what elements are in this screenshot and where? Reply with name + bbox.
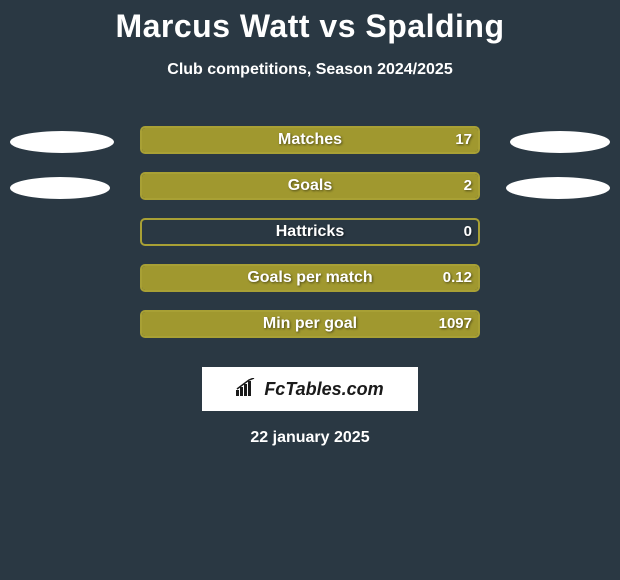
stat-row: Hattricks0 [0, 209, 620, 255]
stat-bar-fill-right [142, 312, 478, 336]
stat-bar-fill-right [142, 128, 478, 152]
logo-chart-icon [236, 378, 258, 401]
page-title: Marcus Watt vs Spalding [0, 8, 620, 45]
stat-row: Matches17 [0, 117, 620, 163]
logo-text: FcTables.com [264, 379, 383, 400]
stat-value-right: 0.12 [443, 264, 472, 292]
stat-value-right: 17 [455, 126, 472, 154]
stat-value-right: 2 [464, 172, 472, 200]
stat-bar [140, 264, 480, 292]
avatar-ellipse-right [506, 177, 610, 199]
stat-value-right: 0 [464, 218, 472, 246]
stat-row: Min per goal1097 [0, 301, 620, 347]
stat-value-right: 1097 [439, 310, 472, 338]
date-label: 22 january 2025 [0, 429, 620, 447]
stat-bar-fill-right [142, 266, 478, 290]
stat-bar-fill-right [142, 174, 478, 198]
avatar-ellipse-left [10, 177, 110, 199]
avatar-ellipse-left [10, 131, 114, 153]
stat-row: Goals per match0.12 [0, 255, 620, 301]
avatar-ellipse-right [510, 131, 610, 153]
stats-comparison: Marcus Watt vs Spalding Club competition… [0, 0, 620, 447]
stat-bar [140, 218, 480, 246]
stat-bar [140, 310, 480, 338]
stat-bar [140, 172, 480, 200]
stat-row: Goals2 [0, 163, 620, 209]
logo-box[interactable]: FcTables.com [202, 367, 418, 411]
page-subtitle: Club competitions, Season 2024/2025 [0, 61, 620, 79]
stat-bar [140, 126, 480, 154]
stats-rows: Matches17Goals2Hattricks0Goals per match… [0, 117, 620, 347]
